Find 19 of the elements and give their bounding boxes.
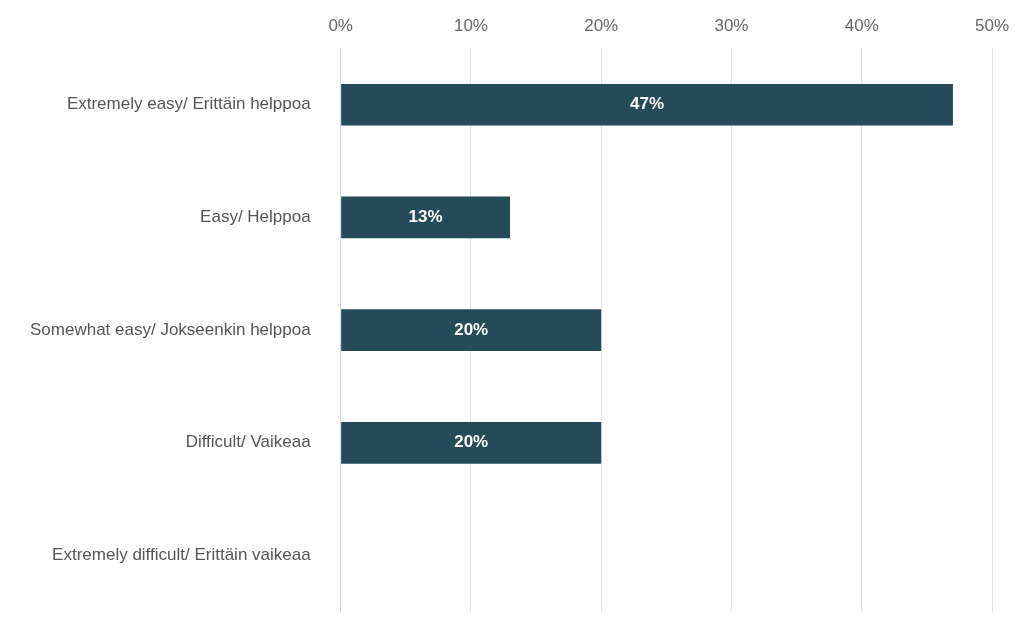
- x-tick-label: 0%: [328, 15, 353, 35]
- bar: [341, 83, 953, 126]
- y-tick-label: Difficult/ Vaikeaa: [185, 432, 312, 452]
- data-label: 20%: [454, 319, 489, 339]
- x-tick-label: 50%: [974, 15, 1010, 35]
- y-tick-label: Extremely difficult/ Erittäin vaikeaa: [52, 545, 312, 565]
- y-tick-label: Somewhat easy/ Jokseenkin helppoa: [29, 319, 312, 339]
- bar: [341, 196, 511, 239]
- data-label: 20%: [454, 432, 489, 452]
- data-label: 47%: [630, 94, 665, 114]
- x-tick-label: 10%: [453, 15, 488, 35]
- x-tick-label: 40%: [844, 15, 879, 35]
- data-label: 13%: [408, 207, 443, 227]
- bar: [341, 309, 602, 351]
- y-tick-label: Easy/ Helppoa: [200, 207, 312, 227]
- x-tick-label: 20%: [584, 15, 619, 35]
- bar: [341, 421, 602, 464]
- y-tick-label: Extremely easy/ Erittäin helppoa: [66, 94, 312, 114]
- x-tick-label: 30%: [714, 15, 749, 35]
